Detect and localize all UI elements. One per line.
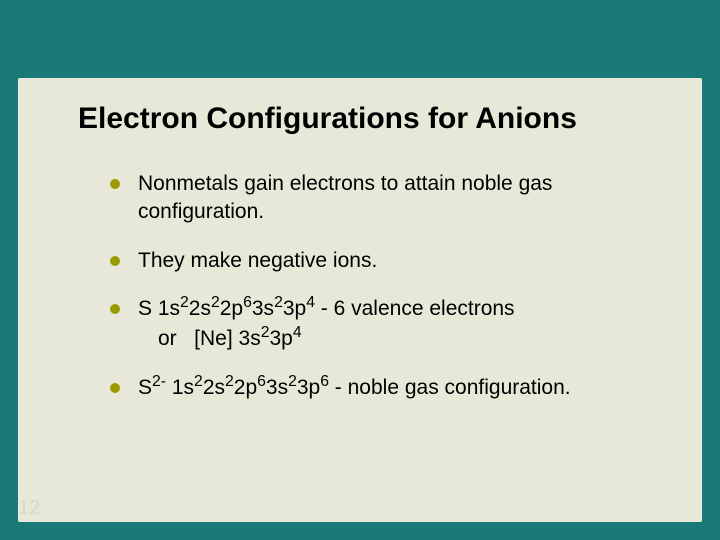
bullet-list: Nonmetals gain electrons to attain noble… bbox=[110, 170, 680, 422]
list-item: Nonmetals gain electrons to attain noble… bbox=[110, 170, 680, 227]
page-number: 12 bbox=[18, 497, 40, 520]
bullet-text: They make negative ions. bbox=[138, 247, 377, 275]
bullet-text: S2- 1s22s22p63s23p6 - noble gas configur… bbox=[138, 374, 571, 402]
bullet-icon bbox=[110, 383, 120, 393]
bullet-icon bbox=[110, 179, 120, 189]
bullet-icon bbox=[110, 256, 120, 266]
slide: Electron Configurations for Anions Nonme… bbox=[0, 0, 720, 540]
slide-title: Electron Configurations for Anions bbox=[78, 102, 678, 137]
bullet-icon bbox=[110, 304, 120, 314]
bullet-text: Nonmetals gain electrons to attain noble… bbox=[138, 170, 680, 227]
list-item: S 1s22s22p63s23p4 - 6 valence electronso… bbox=[110, 295, 680, 354]
list-item: They make negative ions. bbox=[110, 247, 680, 275]
bullet-text: S 1s22s22p63s23p4 - 6 valence electronso… bbox=[138, 295, 515, 354]
list-item: S2- 1s22s22p63s23p6 - noble gas configur… bbox=[110, 374, 680, 402]
